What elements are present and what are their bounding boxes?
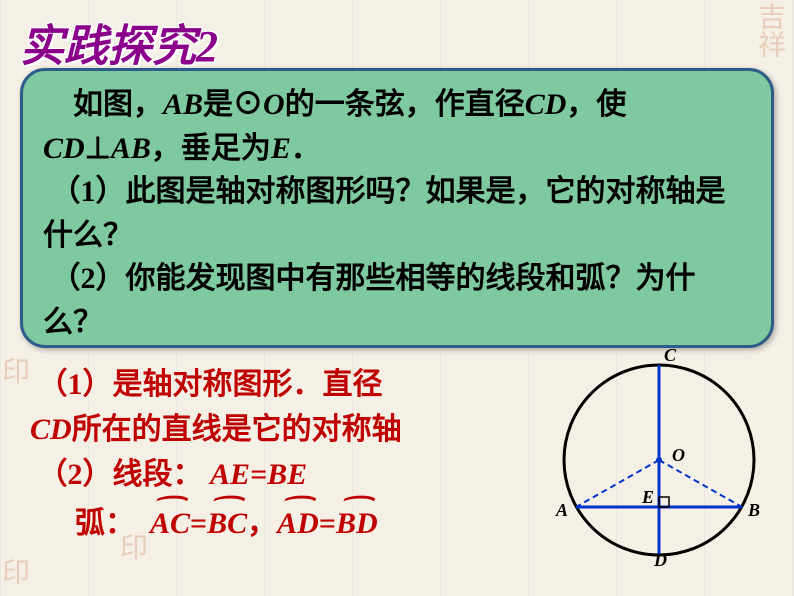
circle-diagram: C D A B O E bbox=[544, 345, 774, 575]
label-B: B bbox=[748, 500, 760, 521]
answer-1: （1）是轴对称图形．直径 CD所在的直线是它的对称轴 bbox=[30, 362, 550, 452]
point-O bbox=[656, 457, 662, 463]
label-D: D bbox=[654, 550, 667, 571]
problem-q2: （2）你能发现图中有那些相等的线段和弧？为什么？ bbox=[43, 257, 751, 344]
watermark: 印 bbox=[2, 350, 30, 390]
problem-box: 如图，AB是⊙O的一条弦，作直径CD，使CD⊥AB，垂足为E． （1）此图是轴对… bbox=[20, 68, 774, 348]
problem-q1: （1）此图是轴对称图形吗？如果是，它的对称轴是什么？ bbox=[43, 170, 751, 257]
label-A: A bbox=[556, 500, 568, 521]
watermark: 吉祥 bbox=[749, 2, 789, 58]
label-C: C bbox=[664, 345, 676, 366]
line-OB bbox=[659, 460, 742, 507]
answer-2-arc: 弧： AC=BC，AD=BD bbox=[30, 501, 550, 546]
label-O: O bbox=[672, 445, 685, 466]
diagram-svg bbox=[544, 345, 774, 575]
problem-intro: 如图，AB是⊙O的一条弦，作直径CD，使CD⊥AB，垂足为E． bbox=[43, 83, 751, 170]
watermark: 印 bbox=[2, 551, 30, 591]
answer-area: （1）是轴对称图形．直径 CD所在的直线是它的对称轴 （2）线段： AE=BE … bbox=[30, 362, 550, 546]
label-E: E bbox=[642, 487, 654, 508]
slide-title: 实践探究2 bbox=[20, 10, 218, 74]
